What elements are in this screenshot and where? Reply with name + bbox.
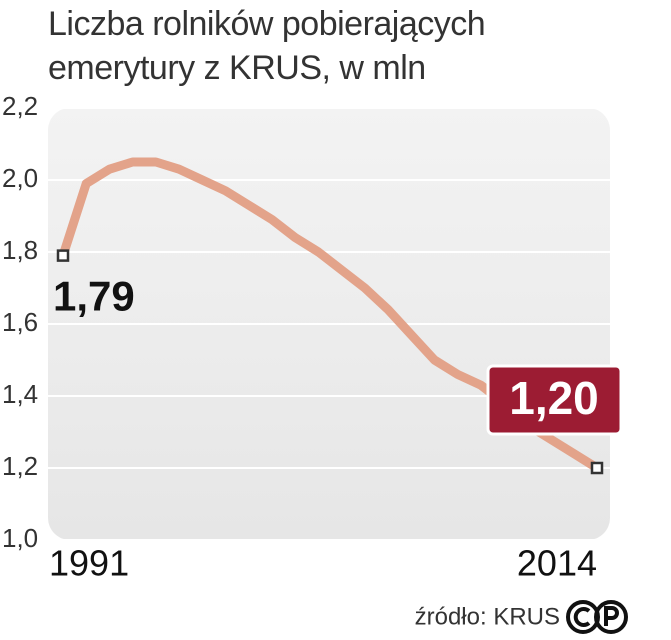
y-tick-label: 2,2 <box>2 91 38 121</box>
value-label: 1,20 <box>509 372 599 424</box>
chart-title: Liczba rolników pobierających emerytury … <box>48 5 486 87</box>
y-tick-label: 1,6 <box>2 307 38 337</box>
value-label: 1,79 <box>53 273 135 320</box>
y-tick-label: 1,8 <box>2 235 38 265</box>
value-label-box <box>486 364 623 436</box>
x-tick-label: 1991 <box>49 543 129 584</box>
source: źródło: KRUS <box>415 603 560 630</box>
point-marker <box>56 249 70 262</box>
y-tick-label: 1,0 <box>2 523 38 553</box>
y-tick-label: 1,4 <box>2 379 38 409</box>
y-tick-label: 2,0 <box>2 163 38 193</box>
x-tick-label: 2014 <box>517 543 597 584</box>
point-marker <box>590 461 604 475</box>
license-icon <box>566 600 628 634</box>
y-tick-label: 1,2 <box>2 451 38 481</box>
